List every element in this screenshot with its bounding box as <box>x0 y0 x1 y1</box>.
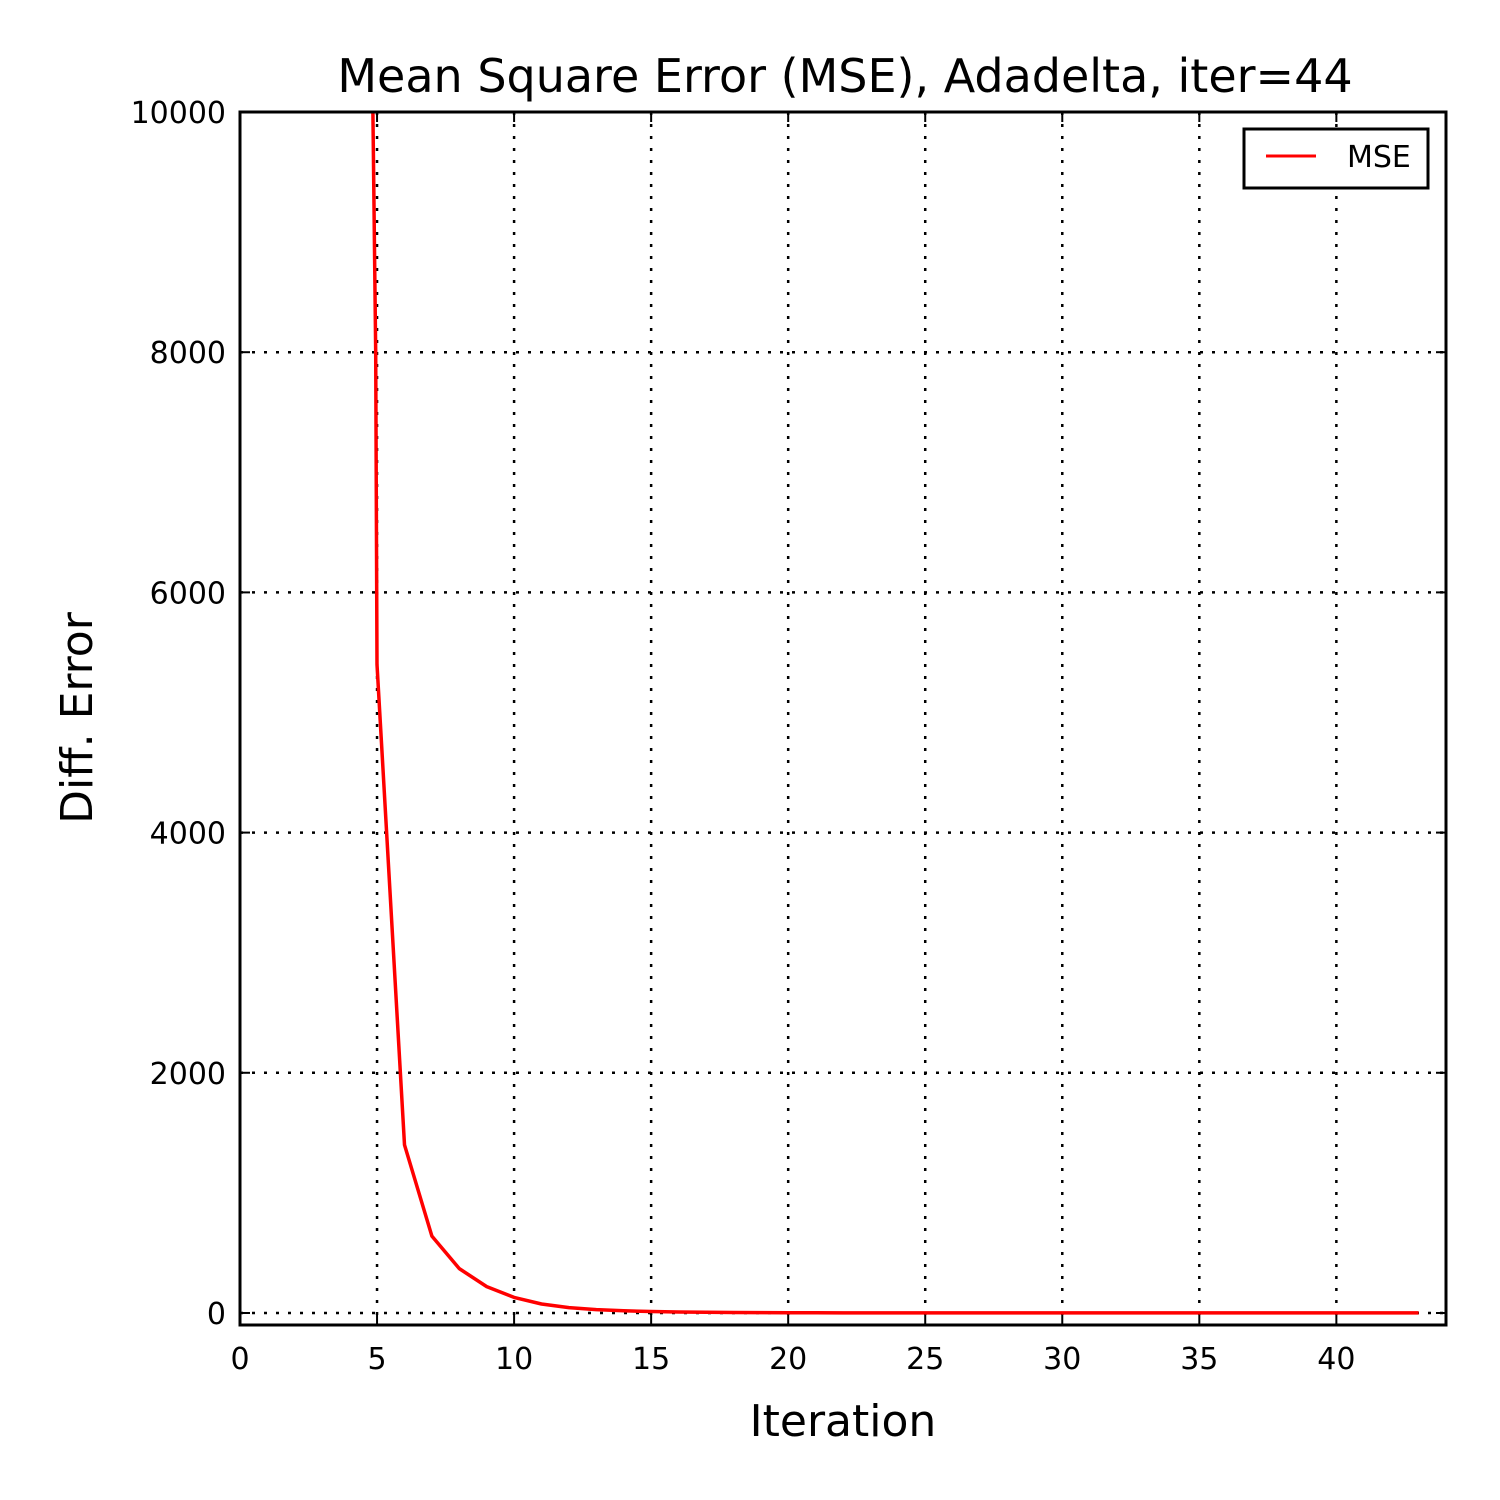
x-tick-label: 5 <box>367 1342 386 1377</box>
series <box>371 111 1419 1315</box>
legend: MSE <box>1242 127 1430 190</box>
series-line-mse <box>371 111 1419 1315</box>
x-tick-label: 35 <box>1180 1342 1218 1377</box>
x-tick-label: 40 <box>1317 1342 1355 1377</box>
y-tick-label: 2000 <box>150 1057 226 1092</box>
y-tick-label: 8000 <box>150 336 226 371</box>
x-tick-label: 10 <box>495 1342 533 1377</box>
x-tick-label: 20 <box>769 1342 807 1377</box>
y-tick-label: 10000 <box>131 96 226 131</box>
y-tick-label: 0 <box>207 1297 226 1332</box>
x-tick-label: 15 <box>632 1342 670 1377</box>
x-axis-label: Iteration <box>750 1396 937 1447</box>
plot-frame <box>238 110 1448 1327</box>
y-tick-label: 4000 <box>150 817 226 852</box>
y-tick-label: 6000 <box>150 576 226 611</box>
legend-box <box>1242 127 1430 190</box>
x-tick-label: 0 <box>230 1342 249 1377</box>
x-tick-label: 25 <box>906 1342 944 1377</box>
axis-ticks: 0 5 10 15 20 25 30 35 40 0 2000 4000 6000 8000 10000 <box>131 96 1446 1377</box>
legend-label-mse: MSE <box>1347 140 1411 175</box>
chart-title: Mean Square Error (MSE), Adadelta, iter=… <box>337 49 1352 103</box>
y-axis-label: Diff. Error <box>52 611 103 824</box>
x-tick-label: 30 <box>1043 1342 1081 1377</box>
